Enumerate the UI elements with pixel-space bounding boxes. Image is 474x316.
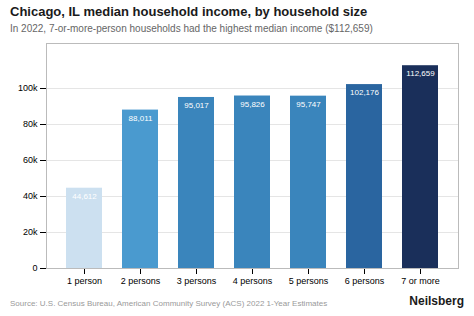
svg-text:7 or more: 7 or more: [401, 276, 440, 286]
svg-text:100k: 100k: [18, 83, 38, 93]
html-text:Chicago, IL median household i: Chicago, IL median household income, by …: [10, 4, 368, 19]
svg-text:95,017: 95,017: [184, 101, 209, 110]
html-text:In 2022, 7-or-more-person hous: In 2022, 7-or-more-person households had…: [10, 23, 373, 34]
svg-text:5 persons: 5 persons: [289, 276, 329, 286]
svg-text:3 persons: 3 persons: [177, 276, 217, 286]
html-text:Source: U.S. Census Bureau, Am: Source: U.S. Census Bureau, American Com…: [10, 299, 328, 308]
svg-text:4 persons: 4 persons: [233, 276, 273, 286]
svg-text:6 persons: 6 persons: [345, 276, 385, 286]
svg-text:112,659: 112,659: [406, 69, 435, 78]
svg-text:1 person: 1 person: [67, 276, 102, 286]
svg-text:80k: 80k: [23, 119, 38, 129]
svg-text:102,176: 102,176: [350, 88, 379, 97]
html-text:Neilsberg: Neilsberg: [409, 294, 464, 308]
svg-text:20k: 20k: [23, 227, 38, 237]
svg-text:40k: 40k: [23, 191, 38, 201]
svg-text:95,747: 95,747: [296, 100, 321, 109]
svg-text:2 persons: 2 persons: [121, 276, 161, 286]
svg-text:60k: 60k: [23, 155, 38, 165]
svg-text:44,612: 44,612: [72, 192, 97, 201]
svg-text:88,011: 88,011: [129, 114, 153, 123]
svg-text:0: 0: [32, 263, 37, 273]
svg-text:95,826: 95,826: [240, 100, 265, 109]
